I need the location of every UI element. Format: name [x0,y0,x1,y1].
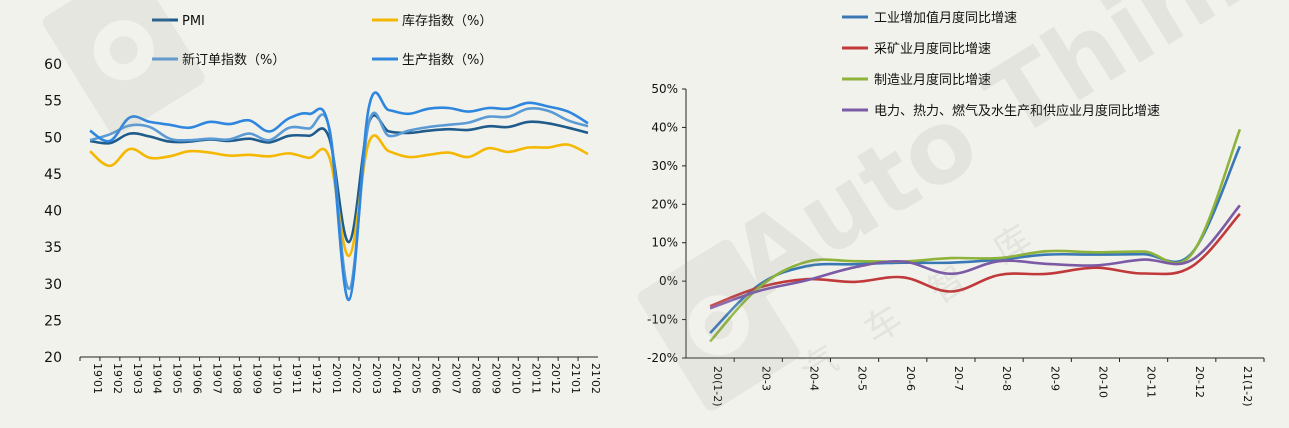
x-tick-label: 19'05 [171,363,184,394]
x-tick-label: 20'01 [330,363,343,394]
x-tick-label: 20-3 [759,366,772,391]
x-tick-label: 19'10 [270,363,283,394]
y-tick-label: 50 [44,130,62,146]
x-tick-label: 19'11 [290,363,303,394]
x-tick-label: 20-7 [952,366,965,391]
y-tick-label: 45 [44,167,62,183]
legend-label: 制造业月度同比增速 [874,72,991,88]
x-tick-label: 20'05 [410,363,423,394]
x-tick-label: 21(1-2) [1241,366,1254,407]
y-tick-label: 20 [44,350,62,366]
series-line [709,213,1241,308]
x-tick-label: 19'09 [250,363,263,394]
x-tick-label: 20-12 [1193,366,1206,398]
x-tick-label: 20-6 [904,366,917,391]
x-tick-label: 20'09 [489,363,502,394]
y-tick-label: 30 [44,277,62,293]
legend-label: 生产指数（%） [402,53,492,68]
legend-label: PMI [182,14,205,29]
industrial-growth-chart: -20% -10% 0% 10% 20% 30% 40% 50% 20(1-2) 20-3 20-4… [630,0,1289,428]
x-tick-label: 20'06 [430,363,443,394]
legend-label: 电力、热力、燃气及水生产和供应业月度同比增速 [874,103,1160,119]
x-tick-label: 20-11 [1145,366,1158,398]
x-tick-label: 20'10 [509,363,522,394]
x-tick-label: 19'07 [211,363,224,394]
legend-label: 新订单指数（%） [182,52,285,68]
x-tick-label: 19'06 [191,363,204,394]
y-tick-label: 10% [651,236,678,250]
x-tick-label: 20-8 [1000,366,1013,391]
x-tick-label: 20-10 [1096,366,1109,398]
y-tick-label: 40% [651,120,678,134]
series-line [89,91,589,302]
legend-label: 采矿业月度同比增速 [874,41,991,57]
x-tick-label: 20'03 [370,363,383,394]
x-tick-label: 20(1-2) [711,366,724,407]
x-tick-label: 21'02 [589,363,602,394]
y-tick-label: 25 [44,313,62,329]
series-line [709,128,1242,343]
series-line [709,145,1242,334]
y-tick-label: -10% [647,313,678,327]
y-tick-label: 35 [44,240,62,256]
series-line [709,204,1241,310]
x-tick-label: 20'04 [390,363,403,394]
x-tick-label: 19'01 [91,363,104,394]
legend-label: 库存指数（%） [402,13,492,29]
x-tick-label: 20'11 [529,363,542,394]
series-line [89,134,589,258]
y-tick-label: 20% [651,197,678,211]
y-tick-label: 30% [651,159,678,173]
x-tick-label: 20'12 [549,363,562,394]
x-tick-label: 19'03 [131,363,144,394]
y-tick-label: 55 [44,94,62,110]
pmi-chart: 20 25 30 35 40 45 50 55 60 19'01 19'02 19'03 19'04 19… [0,0,620,428]
y-tick-label: 40 [44,204,62,220]
x-tick-label: 20'07 [450,363,463,394]
y-tick-label: 0% [659,274,678,288]
x-tick-label: 20'02 [350,363,363,394]
y-tick-label: -20% [647,351,678,365]
x-tick-label: 19'08 [230,363,243,394]
x-tick-label: 20'08 [470,363,483,394]
legend-label: 工业增加值月度同比增速 [874,10,1017,26]
series-line [89,114,589,244]
x-tick-label: 20-9 [1048,366,1061,391]
x-tick-label: 19'12 [310,363,323,394]
y-tick-label: 60 [44,57,62,73]
x-tick-label: 19'04 [151,363,164,394]
x-tick-label: 20-4 [807,366,820,391]
x-tick-label: 21'01 [569,363,582,394]
x-tick-label: 20-5 [856,366,869,391]
industrial-growth-chart-svg: -20% -10% 0% 10% 20% 30% 40% 50% 20(1-2) 20-3 20-4… [647,10,1265,407]
pmi-chart-svg: 20 25 30 35 40 45 50 55 60 19'01 19'02 19'03 19'04 19… [44,13,602,394]
x-tick-label: 19'02 [111,363,124,394]
y-tick-label: 50% [651,82,678,96]
